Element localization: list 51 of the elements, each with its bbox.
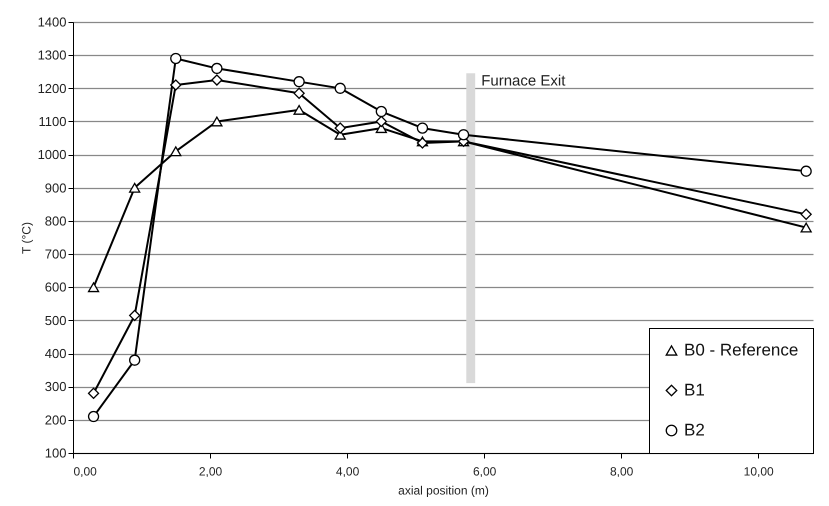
point [170, 52, 182, 64]
x-tick-label: 8,00 [610, 464, 634, 478]
point [88, 388, 100, 399]
point [334, 122, 346, 134]
point [211, 116, 223, 126]
point [129, 354, 140, 366]
y-tick-label: 300 [44, 379, 66, 394]
y-tick-label: 1100 [38, 114, 66, 129]
point [88, 282, 100, 292]
legend-label: B1 [684, 380, 705, 400]
x-tick-label: 2,00 [198, 464, 223, 478]
point [800, 208, 812, 220]
point [416, 137, 428, 149]
y-tick-label: 600 [44, 280, 66, 295]
x-tick-label: 0,00 [74, 464, 98, 478]
point [293, 104, 305, 115]
x-tick-label: 10,00 [744, 464, 774, 478]
y-tick-label: 1000 [38, 147, 66, 162]
y-tick-label: 400 [44, 346, 66, 362]
legend-label: B2 [684, 420, 705, 440]
x-tick-label: 6,00 [472, 464, 497, 478]
point [170, 146, 182, 156]
y-axis-title: T (°C) [20, 222, 34, 254]
y-tick-label: 200 [44, 412, 66, 428]
point [293, 76, 305, 88]
point [170, 79, 182, 91]
x-axis-title: axial position (m) [398, 484, 489, 498]
y-tick-label: 1300 [38, 48, 66, 63]
point [334, 82, 346, 94]
point [800, 222, 812, 233]
band-label: Furnace Exit [481, 72, 566, 90]
point [458, 129, 470, 140]
point [293, 88, 305, 99]
y-tick-label: 100 [44, 446, 66, 460]
point [376, 106, 387, 118]
point [800, 166, 812, 177]
point [211, 74, 223, 86]
y-tick-label: 500 [44, 312, 66, 328]
y-tick-label: 1400 [38, 14, 66, 30]
point [211, 62, 223, 74]
y-tick-label: 1200 [38, 80, 66, 96]
point [416, 122, 428, 134]
legend-label: B0 - Reference [684, 340, 798, 360]
y-tick-label: 700 [44, 246, 66, 262]
x-tick-label: 4,00 [336, 464, 360, 478]
point [129, 182, 140, 193]
y-tick-label: 900 [44, 180, 66, 196]
point [376, 116, 387, 128]
y-tick-label: 800 [44, 213, 66, 228]
point [129, 310, 140, 322]
point [88, 410, 100, 422]
